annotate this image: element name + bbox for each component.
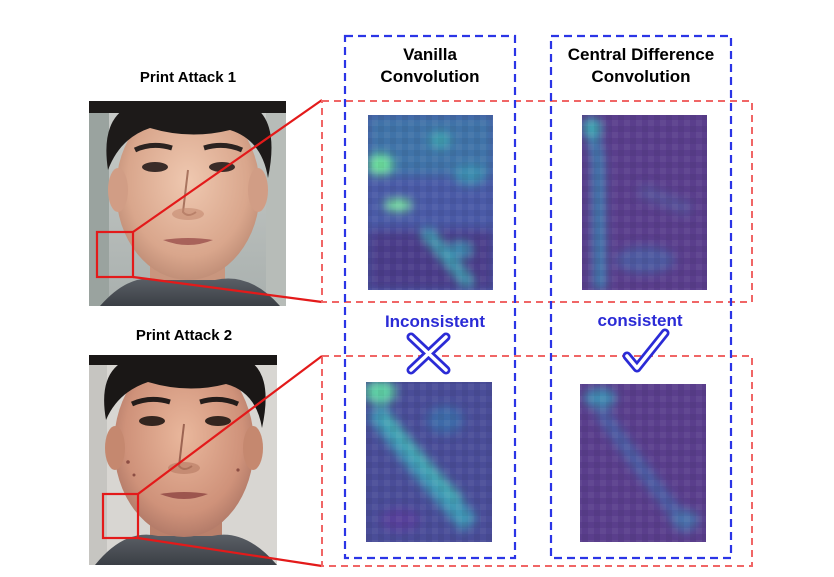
face-photo-print-attack-1 bbox=[89, 101, 286, 306]
column-title-cdc: Central Difference Convolution bbox=[546, 44, 736, 88]
zoom-line-top-2 bbox=[137, 355, 323, 495]
column-title-vanilla-line2: Convolution bbox=[380, 67, 480, 86]
row-box-print-attack-1 bbox=[321, 100, 753, 303]
row-box-print-attack-2 bbox=[321, 355, 753, 567]
column-title-vanilla-line1: Vanilla bbox=[403, 45, 457, 64]
row-label-print-attack-1: Print Attack 1 bbox=[139, 69, 237, 86]
check-icon bbox=[622, 328, 670, 373]
zoom-line-bottom-2 bbox=[137, 536, 323, 568]
zoom-region-print-attack-1 bbox=[95, 230, 135, 279]
zoom-line-top-1 bbox=[132, 99, 323, 233]
cross-icon bbox=[406, 332, 451, 375]
feature-map-cdc-print-attack-1 bbox=[582, 115, 707, 290]
row-label-print-attack-2: Print Attack 2 bbox=[135, 327, 233, 344]
feature-map-vanilla-print-attack-2 bbox=[366, 382, 492, 542]
feature-map-cdc-print-attack-2 bbox=[580, 384, 706, 542]
zoom-region-print-attack-2 bbox=[101, 492, 140, 540]
verdict-cdc: consistent bbox=[597, 311, 683, 330]
zoom-line-bottom-1 bbox=[132, 275, 323, 304]
column-title-cdc-line2: Convolution bbox=[591, 67, 691, 86]
column-title-cdc-line1: Central Difference bbox=[567, 45, 715, 64]
column-title-vanilla: Vanilla Convolution bbox=[345, 44, 515, 88]
verdict-vanilla: Inconsistent bbox=[384, 312, 486, 331]
feature-map-vanilla-print-attack-1 bbox=[368, 115, 493, 290]
column-box-vanilla bbox=[343, 34, 517, 560]
